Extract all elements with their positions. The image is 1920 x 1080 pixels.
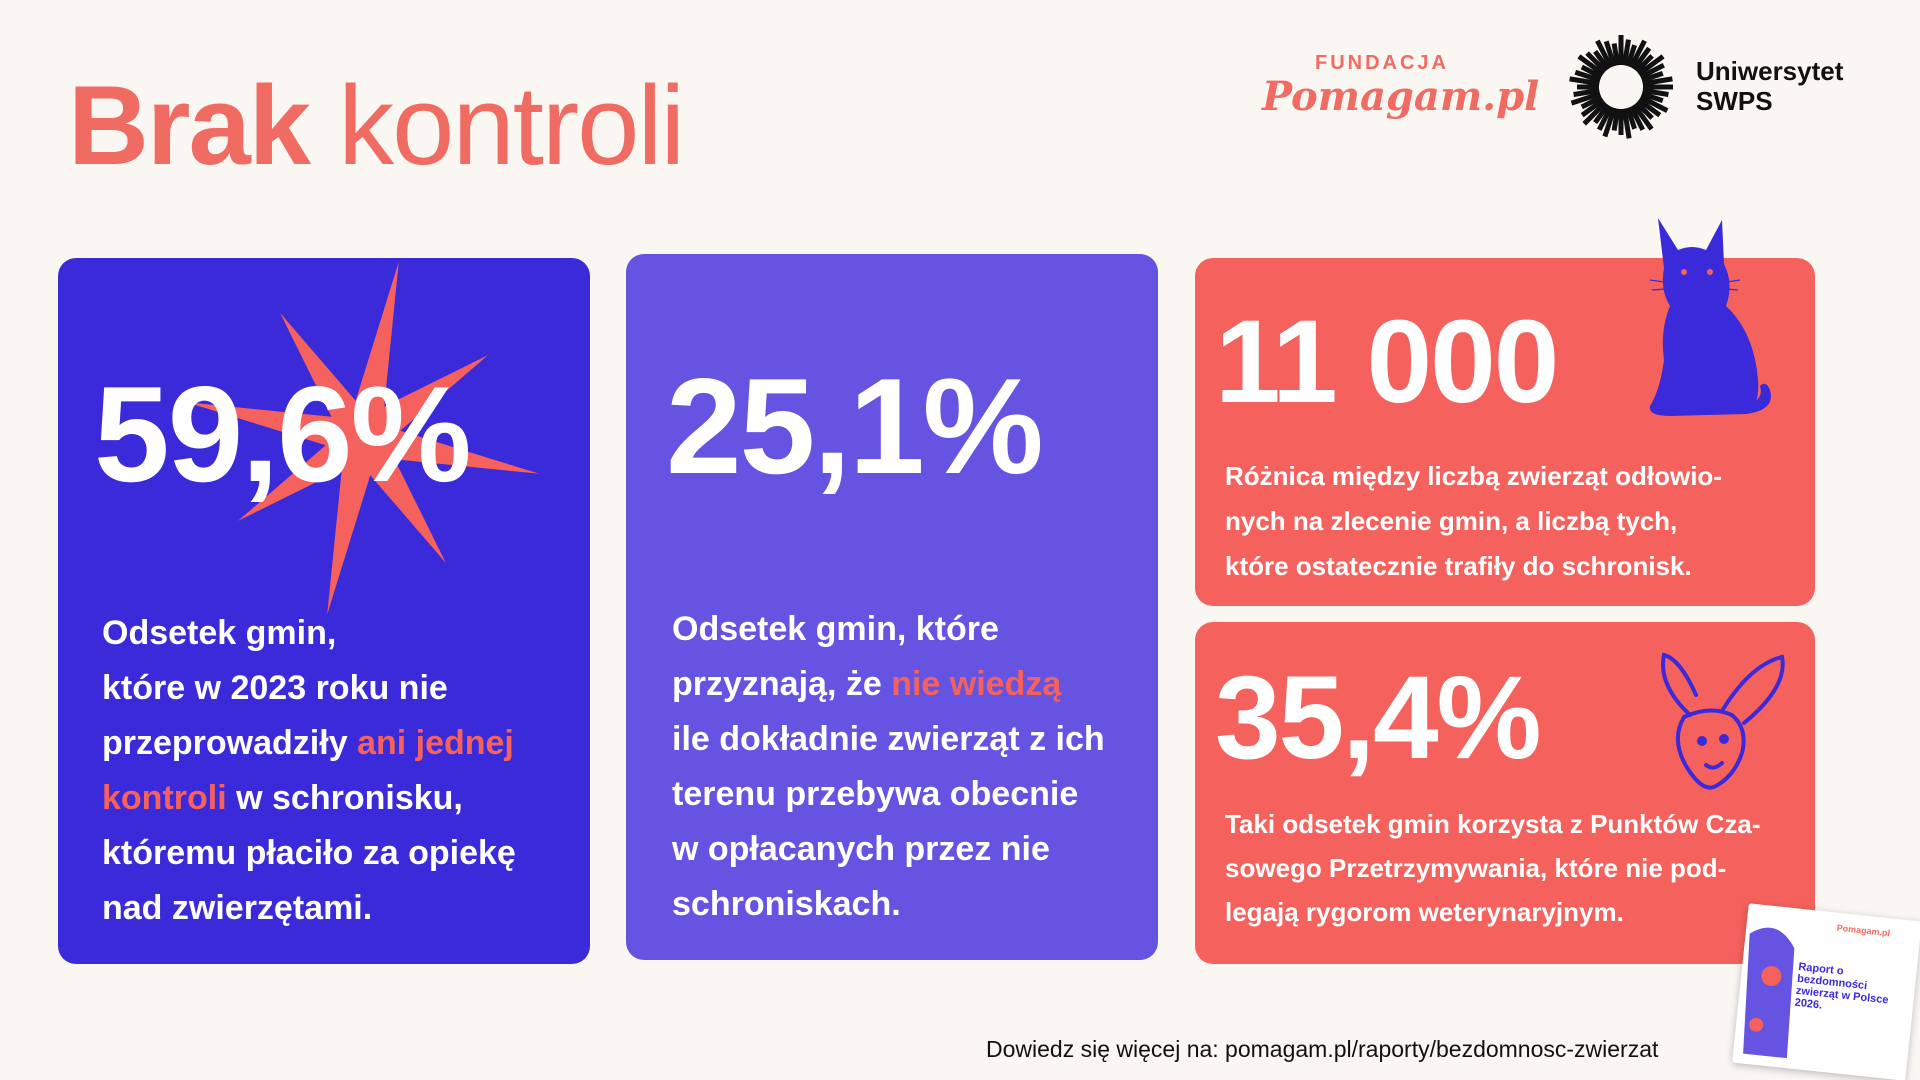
swps-logo-ray [1574, 69, 1601, 83]
swps-logo-ray [1585, 51, 1608, 74]
swps-logo-ray [1573, 87, 1600, 97]
stat-description: Odsetek gmin, które w 2023 roku nie prze… [102, 606, 562, 936]
star-burst-icon [186, 261, 540, 615]
stat-value: 25,1% [666, 350, 1044, 502]
stat-value: 11 000 [1215, 296, 1559, 428]
title-regular: kontroli [338, 63, 685, 188]
swps-logo-ray [1642, 87, 1669, 97]
desc-text: sowego Przetrzymywania, które nie pod- [1225, 853, 1727, 883]
desc-highlight: nie wiedzą [891, 665, 1062, 703]
page-title: Brak kontroli [68, 62, 685, 191]
swps-logo-ray [1621, 39, 1631, 66]
desc-text: legają rygorom weterynaryjnym. [1225, 897, 1624, 927]
fundacja-pomagam-logo[interactable]: FUNDACJA Pomagam.pl [1262, 52, 1540, 120]
swps-logo-ray [1631, 46, 1652, 71]
swps-logo-ray [1593, 49, 1611, 71]
swps-logo-ray [1611, 108, 1621, 131]
desc-text: któremu płaciło za opiekę [102, 834, 516, 872]
swps-logo-ray [1634, 100, 1654, 120]
desc-text: schroniskach. [672, 885, 901, 923]
stat-value: 35,4% [1215, 652, 1542, 784]
desc-text: Różnica między liczbą zwierząt odłowio- [1225, 461, 1722, 491]
desc-text: Taki odsetek gmin korzysta z Punktów Cza… [1225, 809, 1761, 839]
swps-logo-ray [1593, 103, 1611, 125]
swps-logo-ray [1637, 54, 1665, 77]
swps-logo-ray [1582, 100, 1608, 126]
swps-logo-ray [1625, 44, 1637, 67]
swps-logo-ray [1577, 54, 1605, 77]
desc-highlight: ani jednej [357, 724, 514, 762]
desc-text: przyznają, że [672, 665, 882, 703]
swps-logo-ray [1569, 76, 1600, 87]
desc-text: nych na zlecenie gmin, a liczbą tych, [1225, 506, 1678, 536]
rabbit-illustration-icon [1661, 652, 1785, 790]
swps-logo-ray [1631, 103, 1654, 131]
swps-logo-mark-icon [1569, 35, 1673, 139]
swps-logo-ray [1580, 64, 1603, 80]
desc-text: ile dokładnie zwierząt z ich [672, 720, 1105, 758]
swps-logo-ray [1621, 108, 1632, 139]
report-cover-thumbnail[interactable]: Pomagam.pl Raport o bezdomności zwierząt… [1732, 903, 1920, 1080]
stat-card-animal-difference: 11 000 Różnica między liczbą zwierząt od… [1195, 258, 1815, 606]
desc-text: Odsetek gmin, [102, 614, 337, 652]
desc-text: w schronisku, [236, 779, 463, 817]
swps-logo-ray [1570, 91, 1601, 106]
swps-logo-ray [1642, 76, 1673, 87]
desc-text: terenu przebywa obecnie [672, 775, 1079, 813]
swps-line-2: SWPS [1696, 86, 1773, 116]
desc-highlight: kontroli [102, 779, 227, 817]
desc-text: przeprowadziły [102, 724, 348, 762]
swps-logo-ray [1639, 94, 1669, 113]
swps-line-1: Uniwersytet [1696, 56, 1844, 86]
swps-logo-ray [1611, 43, 1621, 66]
desc-text: Odsetek gmin, które [672, 610, 999, 648]
swps-logo-ray [1596, 105, 1614, 131]
swps-logo-ray [1580, 97, 1605, 118]
cat-illustration-icon [1649, 218, 1771, 416]
stat-description: Taki odsetek gmin korzysta z Punktów Cza… [1225, 802, 1800, 934]
swps-logo-ray [1628, 105, 1646, 131]
stat-value: 59,6% [94, 358, 472, 510]
swps-logo-ray [1641, 91, 1664, 103]
swps-logo-ray [1580, 94, 1603, 110]
swps-logo-ray [1595, 39, 1614, 69]
stat-description: Odsetek gmin, które przyznają, że nie wi… [672, 602, 1142, 932]
swps-logo-ray [1641, 71, 1664, 83]
stat-card-unknown-count: 25,1% Odsetek gmin, które przyznają, że … [626, 254, 1158, 960]
swps-logo-ray [1628, 39, 1647, 69]
fundacja-logo-top: FUNDACJA [1315, 52, 1449, 74]
stat-card-no-inspections: 59,6% Odsetek gmin, które w 2023 roku ni… [58, 258, 590, 964]
desc-text: które w 2023 roku nie [102, 669, 448, 707]
swps-logo-ray [1603, 40, 1617, 67]
swps-logo-ray [1634, 54, 1654, 74]
stat-card-temporary-points: 35,4% Taki odsetek gmin korzysta z Punkt… [1195, 622, 1815, 964]
desc-text: nad zwierzętami. [102, 889, 373, 927]
swps-logo-ray [1639, 62, 1665, 80]
swps-logo-ray [1602, 107, 1617, 138]
report-cover-art-icon [1732, 903, 1920, 1080]
desc-text: w opłacanych przez nie [672, 830, 1050, 868]
swps-logo-text[interactable]: Uniwersytet SWPS [1696, 56, 1843, 116]
swps-logo-ray [1625, 107, 1637, 130]
fundacja-logo-wordmark: Pomagam.pl [1262, 73, 1540, 120]
desc-text: które ostatecznie trafiły do schronisk. [1225, 551, 1692, 581]
more-info-link[interactable]: Dowiedz się więcej na: pomagam.pl/raport… [986, 1036, 1659, 1062]
title-bold: Brak [68, 63, 311, 188]
stat-description: Różnica między liczbą zwierząt odłowio- … [1225, 454, 1800, 589]
swps-logo-ray [1637, 97, 1662, 118]
